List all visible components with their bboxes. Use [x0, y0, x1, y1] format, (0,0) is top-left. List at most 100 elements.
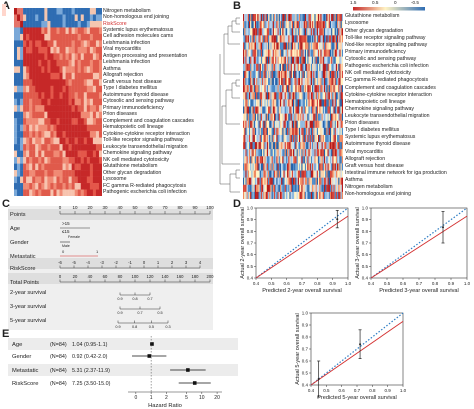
heatmap-b-cell [271, 134, 273, 143]
heatmap-a-cell [98, 59, 102, 67]
heatmap-b-cell [266, 163, 269, 171]
heatmap-b-cell [263, 28, 265, 36]
heatmap-a-cell [41, 124, 45, 132]
heatmap-b-cell [283, 113, 285, 121]
heatmap-b-cell [304, 99, 307, 107]
total-tick-label: 0 [59, 274, 62, 279]
heatmap-a-cell [92, 157, 97, 164]
heatmap-b-cell [310, 184, 313, 193]
heatmap-b-cell [323, 156, 326, 164]
heatmap-b-cell [282, 184, 284, 193]
heatmap-b-cell [334, 127, 337, 136]
calibration-y-tick-label: 0.7 [302, 347, 309, 352]
heatmap-b-cell [297, 56, 300, 64]
heatmap-b-cell [271, 42, 273, 50]
heatmap-a-cell [92, 124, 97, 132]
heatmap-a-cell [65, 59, 69, 67]
heatmap-b-cell [328, 113, 331, 121]
heatmap-b-cell [337, 56, 339, 64]
heatmap-b-cell [309, 85, 312, 93]
heatmap-b-cell [269, 134, 271, 143]
heatmap-b-cell [245, 42, 247, 50]
heatmap-b-cell [287, 63, 289, 72]
heatmap-b-cell [316, 120, 319, 128]
heatmap-b-cell [245, 106, 247, 114]
heatmap-a-cell [41, 59, 45, 67]
heatmap-a-cell [41, 72, 45, 80]
heatmap-b-cell [253, 28, 256, 36]
heatmap-b-cell [333, 92, 335, 100]
heatmap-b-cell [276, 92, 278, 100]
heatmap-b-cell [301, 85, 303, 93]
heatmap-a-cell [95, 150, 100, 158]
heatmap-b-cell [308, 142, 310, 150]
heatmap-b-cell [244, 191, 246, 199]
heatmap-b-cell [296, 14, 298, 22]
heatmap-b-cell [293, 134, 295, 143]
heatmap-b-cell [323, 163, 326, 171]
heatmap-b-cell [318, 134, 320, 143]
heatmap-a-cell [95, 14, 100, 22]
heatmap-b-cell [318, 21, 320, 29]
heatmap-b-cell [265, 85, 267, 93]
heatmap-a-cell [83, 137, 88, 145]
heatmap-b-cell [247, 156, 250, 164]
heatmap-b-cell [301, 127, 303, 136]
heatmap-b-cell [339, 163, 341, 171]
heatmap-b-cell [331, 99, 333, 107]
heatmap-b-cell [294, 49, 296, 57]
heatmap-b-cell [332, 156, 334, 164]
heatmap-b-cell [308, 184, 310, 193]
heatmap-a-cell [71, 72, 75, 80]
heatmap-a-cell [86, 79, 91, 86]
heatmap-b-cell [294, 99, 296, 107]
heatmap-b-cell [337, 28, 339, 36]
heatmap-a-cell [98, 163, 102, 171]
heatmap-b-cell [251, 78, 253, 86]
heatmap-b-cell [244, 170, 246, 178]
heatmap-b-cell [248, 149, 251, 157]
heatmap-b-cell [337, 127, 339, 136]
heatmap-b-cell [328, 42, 331, 50]
heatmap-b-cell [295, 56, 297, 64]
heatmap-a-cell [77, 176, 81, 184]
heatmap-b-cell [341, 14, 343, 22]
heatmap-b-cell [309, 28, 312, 36]
heatmap-b-cell [320, 85, 322, 93]
heatmap-a-cell [65, 79, 69, 86]
heatmap-b-cell [327, 92, 329, 100]
heatmap-b-cell [271, 21, 273, 29]
heatmap-b-cell [339, 156, 341, 164]
heatmap-b-cell [256, 134, 258, 143]
heatmap-a-cell [86, 8, 91, 15]
heatmap-b-cell [252, 56, 254, 64]
heatmap-b-cell [243, 177, 245, 185]
points-tick-label: 60 [147, 205, 153, 210]
heatmap-b-cell [266, 156, 269, 164]
panel-b-row-label: Type I diabetes mellitus [345, 127, 400, 134]
heatmap-b-cell [295, 42, 297, 50]
heatmap-a-cell [44, 163, 48, 171]
heatmap-b-cell [314, 134, 316, 143]
heatmap-b-cell [304, 49, 307, 57]
heatmap-b-cell [325, 35, 327, 43]
heatmap-a-cell [44, 79, 48, 86]
heatmap-b-cell [254, 85, 257, 93]
heatmap-b-cell [291, 92, 294, 100]
heatmap-b-cell [252, 78, 254, 86]
heatmap-b-cell [251, 163, 253, 171]
heatmap-b-cell [321, 113, 323, 121]
heatmap-b-cell [275, 127, 277, 136]
heatmap-b-cell [259, 163, 262, 171]
heatmap-b-cell [269, 85, 271, 93]
panel-b-row-label: Lysosome [345, 20, 369, 27]
heatmap-b-cell [289, 70, 291, 79]
heatmap-a-cell [41, 157, 45, 164]
heatmap-a-cell [53, 124, 57, 132]
heatmap-b-cell [246, 156, 248, 164]
heatmap-b-cell [341, 149, 343, 157]
heatmap-a-cell [71, 157, 75, 164]
heatmap-b-cell [326, 35, 328, 43]
heatmap-b-cell [322, 191, 325, 199]
heatmap-b-cell [320, 49, 322, 57]
